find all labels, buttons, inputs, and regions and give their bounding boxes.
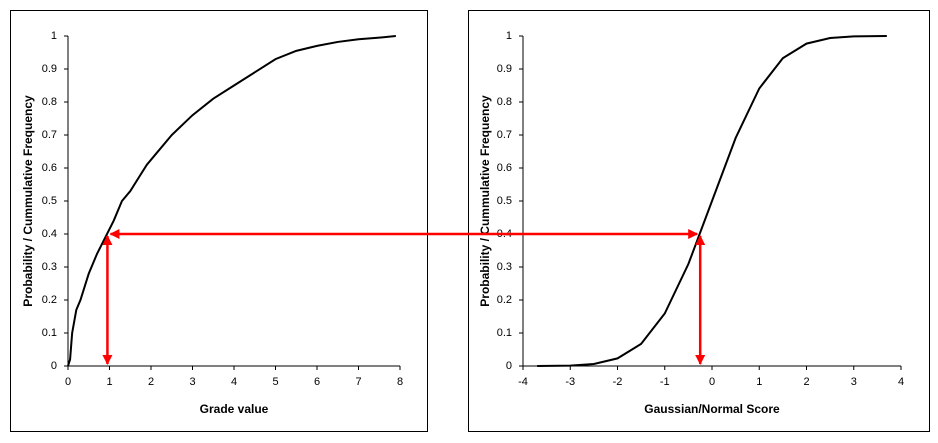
y-tick-label: 0.3 — [42, 261, 57, 273]
y-tick-label: 0 — [506, 360, 512, 372]
data-line — [537, 35, 887, 367]
y-tick-label: 0.5 — [497, 195, 512, 207]
y-tick-label: 0 — [51, 360, 57, 372]
x-tick-label: 3 — [851, 376, 857, 388]
y-tick-label: 0.1 — [497, 327, 512, 339]
x-tick-label: -1 — [660, 376, 670, 388]
y-tick-label: 0.8 — [42, 96, 57, 108]
y-tick-label: 0.3 — [497, 261, 512, 273]
y-axis-title: Probability / Cummulative Frequency — [478, 95, 492, 307]
x-tick-label: 1 — [106, 376, 112, 388]
x-tick-label: 1 — [756, 376, 762, 388]
x-tick-label: 0 — [709, 376, 715, 388]
y-axis-title: Probability / Cummulative Frequency — [21, 95, 35, 307]
y-tick-label: 0.6 — [42, 162, 57, 174]
y-tick-label: 0.8 — [497, 96, 512, 108]
y-tick-label: 0.7 — [42, 129, 57, 141]
x-tick-label: 4 — [898, 376, 904, 388]
y-tick-label: 0.2 — [42, 294, 57, 306]
x-tick-label: 2 — [803, 376, 809, 388]
y-tick-label: 0.7 — [497, 129, 512, 141]
data-line — [67, 35, 396, 367]
x-tick-label: -3 — [565, 376, 575, 388]
y-tick-label: 0.4 — [42, 228, 57, 240]
y-tick-label: 0.2 — [497, 294, 512, 306]
x-tick-label: 5 — [272, 376, 278, 388]
y-tick-label: 0.6 — [497, 162, 512, 174]
y-tick-label: 0.1 — [42, 327, 57, 339]
y-tick-label: 1 — [51, 30, 57, 42]
x-tick-label: 2 — [148, 376, 154, 388]
x-axis-title: Grade value — [200, 402, 269, 416]
x-tick-label: -4 — [518, 376, 528, 388]
x-tick-label: 6 — [314, 376, 320, 388]
x-axis-title: Gaussian/Normal Score — [644, 402, 780, 416]
y-tick-label: 0.9 — [42, 63, 57, 75]
x-tick-label: 8 — [397, 376, 403, 388]
y-tick-label: 0.5 — [42, 195, 57, 207]
x-tick-label: 7 — [355, 376, 361, 388]
x-tick-label: 4 — [231, 376, 237, 388]
y-tick-label: 0.9 — [497, 63, 512, 75]
x-tick-label: 3 — [189, 376, 195, 388]
x-tick-label: 0 — [65, 376, 71, 388]
panel-frame — [10, 10, 428, 432]
y-tick-label: 1 — [506, 30, 512, 42]
x-tick-label: -2 — [613, 376, 623, 388]
panel-frame — [468, 10, 930, 432]
